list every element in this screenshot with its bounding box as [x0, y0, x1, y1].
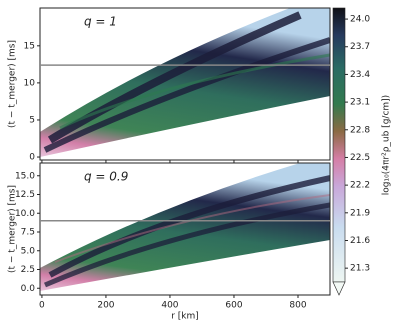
y-tick-label: 10.0 [15, 209, 35, 219]
y-tick-label: 15 [24, 41, 35, 51]
y-tick-label: 5.0 [21, 246, 36, 256]
x-axis-label: r [km] [171, 312, 199, 322]
y-axis-label: (t − t_merger) [ms] [8, 40, 18, 128]
colorbar-tick-label: 22.5 [350, 153, 370, 163]
heatmap-image [40, 8, 330, 157]
panel-title: q = 0.9 [84, 170, 128, 184]
x-tick-label: 800 [289, 301, 306, 311]
y-tick-label: 7.5 [21, 228, 35, 238]
colorbar-tick-label: 21.3 [350, 264, 370, 274]
panel-frame [39, 162, 331, 296]
x-tick-label: 200 [97, 301, 114, 311]
colorbar-tick-label: 23.4 [350, 70, 370, 80]
colorbar-tick-label: 21.9 [350, 208, 370, 218]
y-tick-label: 15.0 [15, 171, 35, 181]
colorbar-tick-label: 22.2 [350, 181, 370, 191]
x-tick-label: 400 [161, 301, 178, 311]
colorbar-tick-label: 24.0 [350, 15, 370, 25]
colorbar-label: log₁₀(4πr²ρ_ub [g/cm]) [382, 95, 392, 195]
y-tick-label: 5 [29, 115, 35, 125]
x-tick-label: 600 [225, 301, 242, 311]
x-tick-label: 0 [39, 301, 45, 311]
y-axis-label: (t − t_merger) [ms] [8, 185, 18, 273]
colorbar-tick-label: 23.1 [350, 98, 370, 108]
y-tick-label: 10 [24, 78, 36, 88]
colorbar-tick-label: 22.8 [350, 125, 370, 135]
panel-frame [39, 7, 331, 161]
colorbar-extend [332, 281, 346, 296]
colorbar [332, 7, 346, 283]
y-tick-label: 0.0 [21, 284, 36, 294]
colorbar-tick-label: 21.6 [350, 236, 370, 246]
y-tick-label: 2.5 [21, 265, 35, 275]
colorbar-tick-label: 23.7 [350, 42, 370, 52]
y-tick-label: 12.5 [15, 190, 35, 200]
y-tick-label: 0 [29, 153, 35, 163]
panel-title: q = 1 [84, 15, 117, 29]
